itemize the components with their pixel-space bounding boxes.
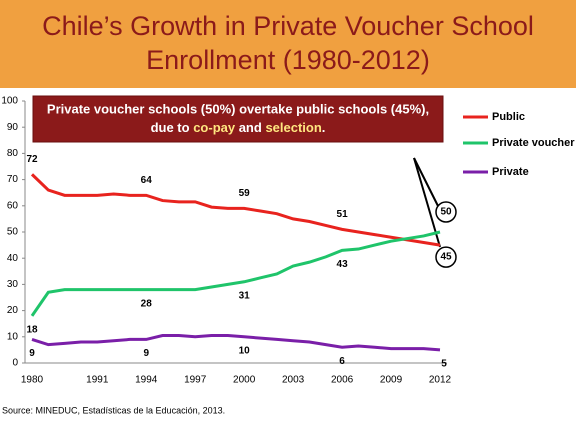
y-tick-label: 30 [7,279,19,290]
annotation-emphasis: co-pay [193,120,236,135]
x-tick-label: 2006 [331,375,354,386]
source: Source: MINEDUC, Estadísticas de la Educ… [2,405,225,415]
data-label: 5 [441,359,447,370]
y-tick-label: 100 [1,96,18,107]
y-tick-label: 20 [7,305,19,316]
highlight-circle [435,201,457,223]
x-tick-label: 2012 [429,375,452,386]
x-tick-label: 2000 [233,375,256,386]
x-tick-label: 1991 [86,375,109,386]
data-label: 6 [339,356,345,367]
y-tick-label: 10 [7,331,19,342]
y-tick-label: 70 [7,174,19,185]
data-label: 9 [143,348,149,359]
data-label: 72 [26,154,38,165]
data-label: 10 [239,345,251,356]
x-tick-label: 2003 [282,375,305,386]
data-label: 28 [141,298,153,309]
series-line [30,230,441,317]
title-line: Enrollment (1980-2012) [146,45,430,75]
y-tick-label: 80 [7,148,19,159]
x-tick-label: 1997 [184,375,207,386]
x-tick-label: 1980 [21,375,44,386]
data-label: 51 [337,209,349,220]
annotation-part: and [235,120,265,135]
data-label: 18 [26,324,38,335]
series-line [30,173,441,247]
title-line: Chile’s Growth in Private Voucher School [42,11,534,41]
data-label: 9 [29,348,35,359]
data-label: 64 [141,175,153,186]
data-label: 31 [239,290,251,301]
header-band [0,0,576,88]
legend-label: Private [492,166,529,178]
x-tick-label: 2009 [380,375,403,386]
y-tick-label: 50 [7,227,19,238]
highlight-circle [435,246,457,268]
x-tick-label: 1994 [135,375,158,386]
data-label: 50 [440,207,452,218]
annotation-emphasis: selection [265,120,321,135]
legend-label: Public [492,111,525,123]
annotation-part: . [322,120,326,135]
data-label: 59 [239,188,251,199]
annotation-text: due to co-pay and selection. [151,120,326,135]
y-tick-label: 90 [7,122,19,133]
data-label: 45 [440,252,452,263]
y-tick-label: 40 [7,253,19,264]
annotation-box [32,95,444,143]
data-label: 43 [337,259,349,270]
y-tick-label: 60 [7,200,19,211]
y-tick-label: 0 [12,358,18,369]
series-line [31,333,441,352]
arrow [413,157,442,213]
legend-label: Private voucher [492,137,575,149]
annotation-part: due to [151,120,194,135]
annotation-text: Private voucher schools (50%) overtake p… [47,101,429,116]
